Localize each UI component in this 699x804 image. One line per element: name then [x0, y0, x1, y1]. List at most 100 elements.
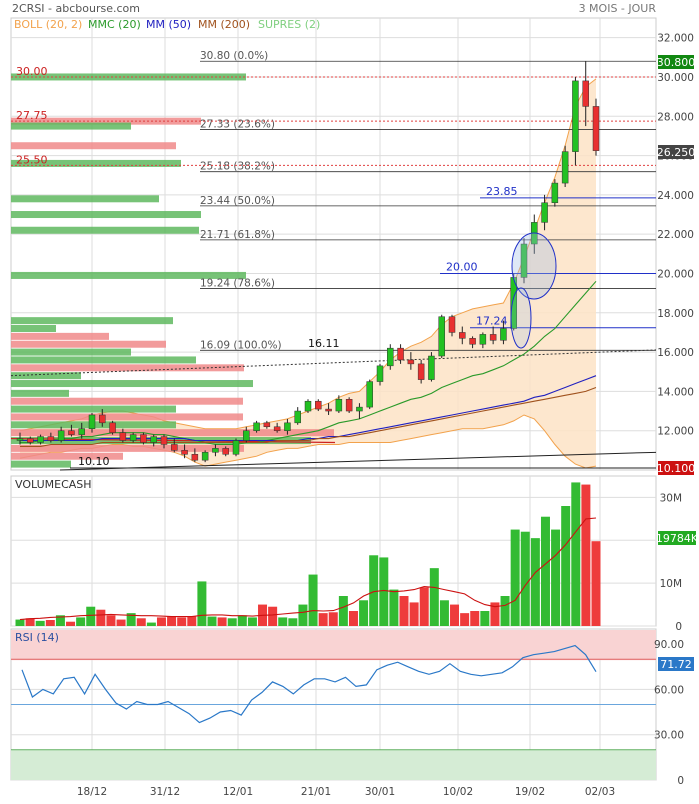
axis-labels: 12.00014.00016.00018.00020.00022.00024.0… — [77, 33, 694, 798]
volume-bar — [288, 618, 298, 626]
volume-bar — [500, 596, 510, 626]
volume-bar — [399, 596, 409, 626]
rsi-overbought-band — [11, 630, 656, 661]
volume-bar — [359, 600, 369, 626]
candle-body — [592, 106, 600, 151]
resistance-label: 30.00 — [16, 65, 48, 78]
moving-averages — [20, 280, 597, 447]
supres-bar — [11, 325, 56, 333]
legend-boll: BOLL (20, 2) — [14, 18, 82, 31]
annotations — [510, 232, 557, 349]
volume-bar — [348, 611, 358, 626]
volume-bar — [136, 618, 146, 626]
candle-body — [99, 414, 106, 424]
rsi-line — [21, 644, 597, 724]
volume-bar — [419, 587, 429, 626]
candle-body — [284, 422, 291, 431]
rsi-line — [21, 644, 597, 724]
supres-bar — [11, 317, 173, 325]
candle-body — [140, 434, 147, 443]
candle-body — [469, 338, 476, 345]
volume-bar — [96, 609, 106, 626]
candle-body — [37, 436, 44, 443]
volume-bar — [450, 604, 460, 626]
candle-body — [428, 355, 435, 380]
candle-body — [438, 316, 445, 357]
candle-body — [16, 438, 24, 441]
volume-bar — [237, 615, 247, 626]
price-tick-label: 12.000 — [657, 426, 694, 438]
volume-bar — [126, 613, 136, 626]
candle-body — [57, 430, 65, 441]
candle-body — [129, 434, 137, 441]
rsi-tick-label: 90.00 — [654, 639, 684, 651]
volume-bar — [338, 596, 348, 626]
rsi-bands — [11, 630, 656, 780]
support-label: 17.24 — [476, 315, 508, 328]
volume-bar — [177, 617, 187, 626]
volume-bar — [197, 581, 207, 626]
candle-body — [232, 440, 240, 455]
legend-mmc: MMC (20) — [88, 18, 141, 31]
candle-body — [27, 438, 34, 443]
candle-body — [294, 410, 301, 424]
volume-tick-label: 30M — [660, 492, 682, 504]
volume-bar — [25, 618, 35, 626]
candle-body — [366, 381, 373, 408]
volume-bar — [298, 604, 308, 626]
price-tick-label: 22.000 — [657, 229, 694, 241]
period-label: 3 MOIS - JOUR — [579, 2, 657, 15]
volume-bar — [389, 589, 399, 626]
volume-bar — [510, 529, 520, 626]
volume-bar — [308, 574, 318, 626]
candle-body — [376, 365, 384, 382]
legend-mm50: MM (50) — [146, 18, 191, 31]
volume-bar — [86, 606, 96, 626]
rsi-tick-label: 60.00 — [654, 684, 684, 696]
resistance-label: 27.75 — [16, 109, 48, 122]
volume-bar — [571, 482, 581, 626]
date-tick-label: 12/01 — [223, 786, 253, 798]
candle-body — [109, 422, 116, 433]
volume-bar — [561, 506, 571, 626]
trend-dotted-line — [10, 349, 657, 377]
candle-body — [572, 80, 579, 152]
symbol-title: 2CRSI - abcbourse.com — [12, 2, 140, 15]
volume-bars — [15, 482, 601, 626]
date-tick-label: 02/03 — [585, 786, 615, 798]
price-tick-label: 32.000 — [657, 33, 694, 45]
supres-bar — [11, 405, 176, 413]
legend-supres: SUPRES (2) — [258, 18, 320, 31]
volume-bar — [409, 602, 419, 626]
volume-bar — [207, 616, 217, 626]
volume-bar — [45, 620, 55, 626]
supres-bar — [11, 211, 201, 219]
supres-bar — [11, 340, 166, 348]
volume-bar — [116, 619, 126, 626]
resistance-trendline — [10, 437, 336, 444]
candles — [16, 61, 600, 463]
price-tick-label: 24.000 — [657, 190, 694, 202]
volume-bar — [167, 616, 177, 626]
date-tick-label: 19/02 — [515, 786, 545, 798]
fibonacci-label: 16.09 (100.0%) — [200, 339, 282, 351]
candle-body — [582, 80, 589, 107]
candle-body — [356, 406, 363, 412]
supres-bar — [11, 444, 244, 452]
supres-bar — [11, 397, 243, 405]
volume-bar — [227, 618, 237, 626]
support-label: 20.00 — [446, 260, 478, 273]
volume-bar — [15, 619, 25, 626]
supres-bar — [11, 364, 244, 372]
supres-bar — [11, 226, 199, 234]
candle-body — [541, 202, 548, 223]
supres-bar — [11, 372, 81, 380]
candle-body — [397, 347, 404, 361]
volume-bar — [429, 568, 439, 626]
candle-body — [171, 444, 178, 451]
fibonacci-label: 21.71 (61.8%) — [200, 229, 275, 241]
volume-tick-label: 10M — [660, 578, 682, 590]
candle-body — [325, 408, 332, 412]
